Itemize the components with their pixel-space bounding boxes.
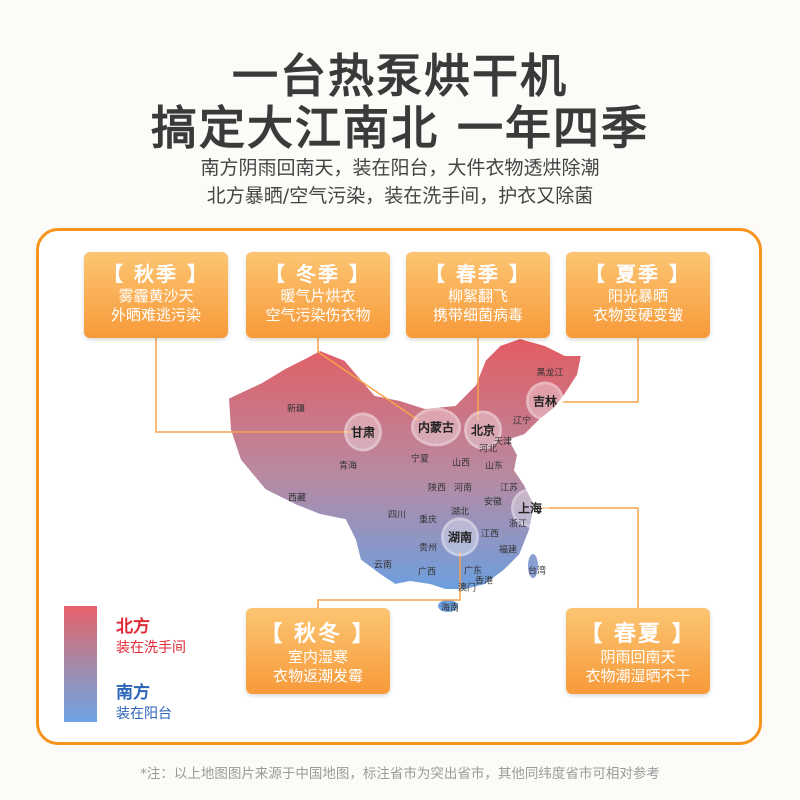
province-label: 山东 — [484, 461, 504, 472]
headline-line2: 搞定大江南北 一年四季 — [150, 101, 649, 155]
connector-summer — [562, 338, 639, 403]
subtitle-line1: 南方阴雨回南天，装在阳台，大件衣物透烘除潮 — [200, 157, 600, 179]
legend-south-text: 装在阳台 — [116, 706, 172, 722]
hainan-shape — [438, 600, 458, 612]
province-label: 福建 — [498, 545, 518, 556]
card-title: 【 春夏 】 — [580, 622, 696, 647]
province-label: 甘肃 — [346, 415, 380, 449]
card-line1: 阳光暴晒 — [607, 287, 668, 305]
card-line2: 携带细菌病毒 — [432, 306, 523, 324]
connector-lines — [155, 338, 639, 608]
card-line1: 阴雨回南天 — [600, 648, 676, 666]
province-label: 河北 — [478, 444, 498, 455]
card-title: 【 冬季 】 — [265, 262, 371, 286]
season-card: 【 秋季 】雾霾黄沙天 外晒难逃污染 — [84, 252, 228, 338]
connector-spring-summer — [542, 507, 639, 608]
province-label: 山西 — [451, 458, 471, 469]
province-label: 天津 — [493, 437, 513, 448]
province-label: 四川 — [387, 510, 407, 521]
card-line1: 室内湿寒 — [287, 648, 348, 666]
province-label: 重庆 — [418, 515, 438, 526]
season-card: 【 春夏 】阴雨回南天 衣物潮湿晒不干 — [566, 608, 710, 694]
season-card: 【 秋冬 】室内湿寒 衣物返潮发霉 — [246, 608, 390, 694]
province-label: 浙江 — [508, 519, 528, 530]
legend-north-text: 装在洗手间 — [116, 640, 186, 656]
map-shape — [226, 336, 584, 591]
legend-gradient-bar — [64, 606, 97, 722]
connector-autumn-winter — [317, 552, 461, 608]
province-label: 辽宁 — [512, 416, 532, 427]
province-label: 广西 — [417, 567, 437, 578]
province-label: 青海 — [338, 461, 358, 472]
card-line2: 衣物潮湿晒不干 — [585, 667, 691, 685]
connector-winter — [317, 338, 419, 421]
province-label: 陕西 — [427, 483, 447, 494]
province-label: 河南 — [453, 483, 473, 494]
province-label: 湖北 — [450, 507, 470, 518]
province-label: 江苏 — [499, 483, 519, 494]
province-label: 海南 — [440, 603, 460, 614]
province-label: 宁夏 — [410, 454, 430, 465]
province-label: 江西 — [480, 529, 500, 540]
card-line2: 衣物返潮发霉 — [272, 667, 363, 685]
card-title: 【 夏季 】 — [585, 262, 691, 286]
province-label: 吉林 — [528, 384, 562, 418]
card-line2: 衣物变硬变皱 — [592, 306, 683, 324]
province-label: 新疆 — [286, 404, 306, 415]
province-label: 贵州 — [418, 543, 438, 554]
card-line2: 外晒难逃污染 — [110, 306, 201, 324]
legend-south: 南方 装在阳台 — [116, 678, 172, 723]
card-line2: 空气污染伤衣物 — [265, 306, 371, 324]
province-label: 北京 — [466, 413, 500, 447]
card-line1: 暖气片烘衣 — [280, 287, 356, 305]
province-label: 香港 — [474, 576, 494, 587]
connector-autumn — [155, 338, 352, 433]
province-label: 云南 — [373, 560, 393, 571]
subtitle-line2: 北方暴晒/空气污染，装在洗手间，护衣又除菌 — [206, 185, 594, 207]
headline-line1: 一台热泵烘干机 — [232, 49, 568, 103]
province-label: 西藏 — [287, 493, 307, 504]
province-label: 广东 — [463, 566, 483, 577]
season-card: 【 夏季 】阳光暴晒 衣物变硬变皱 — [566, 252, 710, 338]
footnote: *注：以上地图图片来源于中国地图，标注省市为突出省市，其他同纬度省市可相对参考 — [140, 766, 660, 782]
province-label: 安徽 — [483, 497, 503, 508]
season-card: 【 冬季 】暖气片烘衣 空气污染伤衣物 — [246, 252, 390, 338]
card-title: 【 秋冬 】 — [260, 622, 376, 647]
province-label: 澳门 — [457, 583, 477, 594]
card-line1: 柳絮翻飞 — [447, 287, 508, 305]
province-label: 黑龙江 — [536, 368, 564, 379]
season-card: 【 春季 】柳絮翻飞 携带细菌病毒 — [406, 252, 550, 338]
legend-south-title: 南方 — [116, 683, 150, 703]
card-title: 【 春季 】 — [425, 262, 531, 286]
province-label: 内蒙古 — [413, 410, 459, 444]
card-title: 【 秋季 】 — [103, 262, 209, 286]
legend-north: 北方 装在洗手间 — [116, 612, 186, 657]
card-line1: 雾霾黄沙天 — [118, 287, 194, 305]
province-label: 湖南 — [443, 520, 477, 554]
province-label: 上海 — [513, 491, 547, 525]
province-label: 台湾 — [527, 566, 547, 577]
taiwan-shape — [528, 554, 538, 578]
legend-north-title: 北方 — [116, 617, 150, 637]
